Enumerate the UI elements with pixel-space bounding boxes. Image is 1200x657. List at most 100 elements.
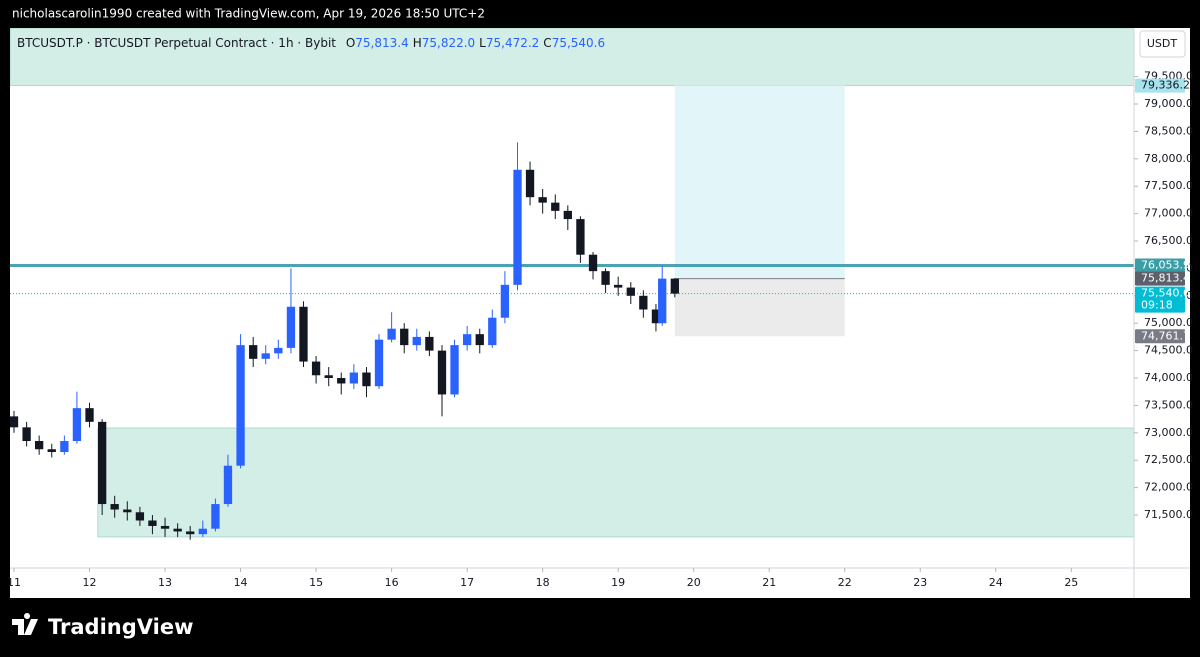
- x-tick-label: 22: [838, 576, 852, 589]
- price-badge-label: 75,813.4: [1141, 272, 1190, 285]
- candle-body: [274, 347, 283, 354]
- y-tick-label: 75,000.0: [1144, 316, 1193, 329]
- candle-body: [85, 408, 94, 422]
- y-tick-label: 76,500.0: [1144, 234, 1193, 247]
- candle-body: [337, 378, 346, 384]
- ohlc-value: 75,813.4: [355, 36, 408, 50]
- position-stop-zone: [674, 278, 845, 337]
- candle-body: [670, 278, 679, 294]
- candle-body: [601, 271, 610, 285]
- header-text: nicholascarolin1990 created with Trading…: [12, 7, 485, 21]
- x-tick-label: 20: [687, 576, 701, 589]
- candle-body: [374, 339, 384, 387]
- y-tick-label: 72,000.0: [1144, 481, 1193, 494]
- y-tick-label: 73,000.0: [1144, 426, 1193, 439]
- candle-body: [412, 336, 421, 346]
- candle-body: [261, 353, 270, 359]
- candle-body: [651, 309, 661, 324]
- candle-body: [614, 284, 623, 288]
- ohlc-key: O: [346, 36, 355, 50]
- x-tick-label: 25: [1064, 576, 1078, 589]
- candle-body: [249, 345, 258, 359]
- price-badge: [1135, 286, 1185, 313]
- price-badge-label: 76,053.9: [1141, 258, 1190, 271]
- candle-body: [563, 210, 572, 220]
- x-tick-label: 13: [158, 576, 172, 589]
- candle-body: [513, 169, 522, 285]
- candle-body: [658, 278, 667, 324]
- candle-body: [186, 531, 195, 535]
- candle-body: [387, 328, 396, 340]
- x-tick-label: 23: [913, 576, 927, 589]
- position-target-zone: [674, 85, 845, 279]
- currency: USDT: [1147, 37, 1178, 50]
- candle-body: [135, 512, 145, 521]
- candle-body: [236, 345, 245, 466]
- candle-body: [198, 528, 207, 535]
- price-badge: [1135, 258, 1185, 273]
- x-tick-label: 24: [989, 576, 1003, 589]
- candle-body: [475, 334, 484, 346]
- price-badge: [1135, 329, 1185, 344]
- logo-icon: [12, 613, 38, 635]
- candle-body: [311, 361, 321, 376]
- symbol: BTCUSDT.P · BTCUSDT Perpetual Contract ·…: [17, 36, 336, 50]
- ohlc-value: 75,540.6: [552, 36, 605, 50]
- candle-body: [60, 441, 69, 452]
- x-tick-label: 16: [385, 576, 399, 589]
- candle-body: [400, 328, 409, 346]
- candle-body: [286, 306, 296, 348]
- x-tick-label: 12: [83, 576, 97, 589]
- candle-body: [47, 449, 56, 452]
- ohlc-value: 75,822.0: [422, 36, 475, 50]
- x-tick-label: 18: [536, 576, 550, 589]
- ohlc-key: C: [543, 36, 551, 50]
- price-badge-label: 75,540.6: [1141, 287, 1190, 300]
- tradingview-logo: TradingView: [12, 613, 193, 639]
- y-tick-label: 78,500.0: [1144, 124, 1193, 137]
- price-badge-label: 74,761.7: [1141, 329, 1190, 342]
- candle-body: [10, 416, 19, 428]
- candle-body: [639, 295, 648, 310]
- candle-body: [626, 287, 635, 296]
- candle-body: [34, 441, 44, 450]
- candle-body: [160, 525, 170, 529]
- candle-body: [488, 317, 497, 346]
- candle-body: [588, 254, 598, 272]
- candle-body: [362, 372, 371, 387]
- candle-body: [223, 465, 233, 505]
- candle-body: [551, 202, 560, 211]
- price-badge-label: 79,336.2: [1141, 79, 1190, 92]
- x-tick-label: 21: [762, 576, 776, 589]
- countdown: 09:18: [1141, 299, 1173, 312]
- ohlc-value: 75,472.2: [486, 36, 539, 50]
- zone: [97, 427, 1134, 538]
- candle-body: [538, 197, 547, 203]
- currency-box[interactable]: [1139, 30, 1186, 58]
- zone: [10, 28, 1134, 86]
- price-badge: [1135, 271, 1185, 286]
- x-tick-label: 11: [7, 576, 21, 589]
- y-tick-label: 71,500.0: [1144, 508, 1193, 521]
- candle-body: [324, 375, 333, 379]
- brand: TradingView: [48, 615, 193, 639]
- candle-body: [500, 284, 510, 318]
- candle-body: [123, 509, 132, 513]
- candle-body: [148, 520, 157, 526]
- candle-body: [525, 169, 535, 198]
- candle-body: [299, 306, 308, 362]
- candle-body: [72, 408, 82, 442]
- candle-body: [349, 372, 359, 384]
- candle-body: [450, 345, 459, 395]
- x-tick-label: 14: [234, 576, 248, 589]
- candle-body: [425, 336, 434, 351]
- candle-body: [173, 528, 182, 532]
- candle-body: [97, 421, 107, 505]
- candle-body: [437, 350, 447, 395]
- y-tick-label: 73,500.0: [1144, 398, 1193, 411]
- ohlc-key: H: [413, 36, 422, 50]
- plot-area: [10, 28, 1134, 540]
- x-tick-label: 15: [309, 576, 323, 589]
- y-tick-label: 74,000.0: [1144, 371, 1193, 384]
